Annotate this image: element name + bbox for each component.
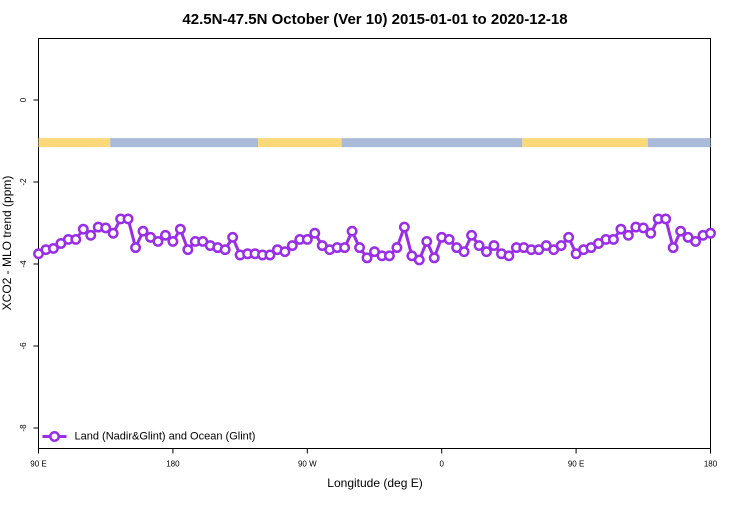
data-point <box>167 236 179 247</box>
data-point <box>488 240 500 252</box>
data-point <box>159 229 171 241</box>
data-point <box>264 249 276 261</box>
data-point <box>421 236 433 247</box>
legend-marker <box>49 431 60 442</box>
data-point <box>458 246 470 258</box>
data-point <box>383 250 395 262</box>
data-point <box>607 233 619 245</box>
data-point <box>675 225 687 237</box>
data-point <box>481 246 492 258</box>
data-point <box>690 236 702 247</box>
data-point <box>473 240 485 252</box>
x-tick-label: 90 W <box>298 460 317 469</box>
data-point <box>645 227 657 239</box>
x-axis-label: Longitude (deg E) <box>327 476 422 490</box>
data-point <box>174 223 186 235</box>
data-point <box>354 242 366 254</box>
data-point <box>705 227 716 239</box>
data-point <box>391 242 403 254</box>
land-ocean-strip <box>522 138 648 148</box>
chart-title: 42.5N-47.5N October (Ver 10) 2015-01-01 … <box>182 11 567 28</box>
data-point <box>309 227 321 239</box>
y-tick-label: -6 <box>19 342 28 350</box>
x-tick-label: 180 <box>166 460 180 469</box>
data-point <box>70 233 82 245</box>
data-point <box>130 242 142 254</box>
data-point <box>637 222 649 234</box>
data-point <box>152 236 164 247</box>
data-point <box>346 225 358 237</box>
legend-label: Land (Nadir&Glint) and Ocean (Glint) <box>75 430 256 442</box>
data-point <box>398 221 410 233</box>
y-axis-label: XCO2 - MLO trend (ppm) <box>0 176 14 311</box>
data-point <box>301 233 313 245</box>
y-tick-label: -2 <box>19 178 28 186</box>
x-tick-label: 90 E <box>30 460 46 469</box>
data-point <box>100 222 112 234</box>
data-point <box>622 229 634 241</box>
data-point <box>615 223 627 235</box>
y-tick-label: -4 <box>19 260 28 268</box>
data-point <box>219 244 231 256</box>
data-point <box>279 246 291 258</box>
y-tick-label: -8 <box>19 424 28 432</box>
data-point <box>85 229 97 241</box>
data-point <box>122 213 134 225</box>
data-point <box>503 250 515 262</box>
land-ocean-strip <box>647 138 711 148</box>
data-point <box>339 242 351 254</box>
data-point <box>466 229 478 241</box>
y-tick-label: 0 <box>19 97 28 102</box>
land-ocean-strip <box>258 138 342 148</box>
data-point <box>227 231 239 243</box>
land-ocean-strip <box>341 138 523 148</box>
data-point <box>443 233 455 245</box>
data-point <box>286 240 298 252</box>
data-point <box>555 240 567 252</box>
data-point <box>660 213 672 225</box>
data-point <box>182 244 194 256</box>
land-ocean-strip <box>110 138 259 148</box>
data-point <box>428 252 440 264</box>
data-point <box>413 254 425 266</box>
data-point <box>563 231 575 243</box>
land-ocean-strip <box>38 138 111 148</box>
x-tick-label: 180 <box>704 460 718 469</box>
data-point <box>667 242 679 254</box>
data-point <box>137 225 149 237</box>
data-point <box>107 227 119 239</box>
x-tick-label: 0 <box>439 460 444 469</box>
plot-frame <box>38 38 711 449</box>
x-tick-label: 90 E <box>568 460 584 469</box>
data-point <box>77 223 89 235</box>
data-point <box>47 242 59 254</box>
data-point <box>361 252 373 264</box>
